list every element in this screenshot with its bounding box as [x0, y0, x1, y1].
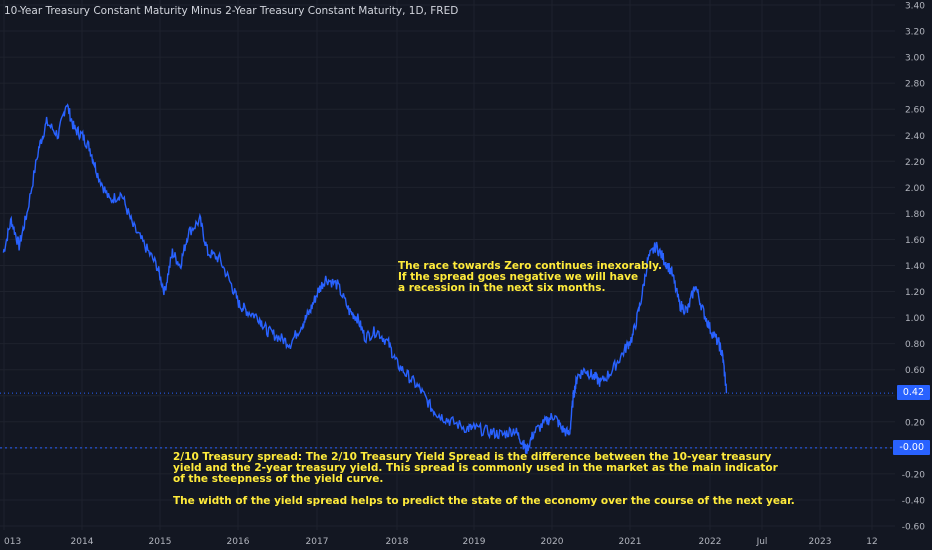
x-tick-label: 2022	[699, 537, 722, 547]
race-line: a recession in the next six months.	[398, 282, 606, 294]
x-tick-label: 2014	[71, 537, 94, 547]
y-tick-label: 0.20	[905, 418, 925, 428]
y-tick-label: -0.20	[902, 470, 926, 480]
grid-lines	[0, 0, 895, 530]
x-tick-label: 2018	[386, 537, 409, 547]
definition-line: The width of the yield spread helps to p…	[173, 495, 795, 507]
race-line: If the spread goes negative we will have	[398, 271, 639, 283]
last-value-badge: 0.42	[896, 385, 930, 401]
x-axis[interactable]: 013 2014 2015 2016 2017 2018 2019 2020 2021 2022 J…	[4, 537, 878, 547]
x-tick-label: 2017	[306, 537, 329, 547]
race-annotation: The race towards Zero continues inexorab…	[398, 261, 662, 294]
definition-line: of the steepness of the yield curve.	[173, 473, 384, 485]
y-tick-label: 0.80	[905, 340, 925, 350]
x-tick-label: 2020	[541, 537, 564, 547]
definition-annotation: 2/10 Treasury spread: The 2/10 Treasury …	[173, 452, 795, 507]
y-tick-label: 2.80	[905, 80, 925, 90]
y-tick-label: 0.60	[905, 366, 925, 376]
y-tick-label: 1.60	[905, 236, 925, 246]
spread-series-line	[2, 103, 728, 454]
x-tick-label: Jul	[756, 537, 768, 547]
definition-line: yield and the 2-year treasury yield. Thi…	[173, 462, 778, 474]
x-tick-label: 2016	[227, 537, 250, 547]
y-tick-label: 1.40	[905, 262, 925, 272]
zero-value-badge: -0.00	[893, 439, 930, 455]
chart-title: 10-Year Treasury Constant Maturity Minus…	[4, 5, 459, 17]
y-tick-label: 1.80	[905, 210, 925, 220]
definition-line: 2/10 Treasury spread: The 2/10 Treasury …	[173, 451, 772, 463]
y-tick-label: 2.00	[905, 184, 925, 194]
y-tick-label: 2.60	[905, 106, 925, 116]
y-tick-label: -0.60	[902, 523, 926, 533]
race-line: The race towards Zero continues inexorab…	[398, 260, 663, 272]
y-tick-label: 1.20	[905, 288, 925, 298]
y-tick-label: 1.00	[905, 314, 925, 324]
x-tick-label: 2015	[149, 537, 172, 547]
x-tick-label: 2019	[463, 537, 486, 547]
y-tick-label: 2.20	[905, 158, 925, 168]
x-tick-label: 12	[866, 537, 877, 547]
x-tick-label: 2023	[809, 537, 832, 547]
y-tick-label: 3.40	[905, 2, 925, 12]
y-tick-label: -0.40	[902, 496, 926, 506]
y-tick-label: 3.20	[905, 28, 925, 38]
x-tick-label: 013	[4, 537, 21, 547]
y-tick-label: 3.00	[905, 54, 925, 64]
y-tick-label: 2.40	[905, 132, 925, 142]
x-tick-label: 2021	[619, 537, 642, 547]
